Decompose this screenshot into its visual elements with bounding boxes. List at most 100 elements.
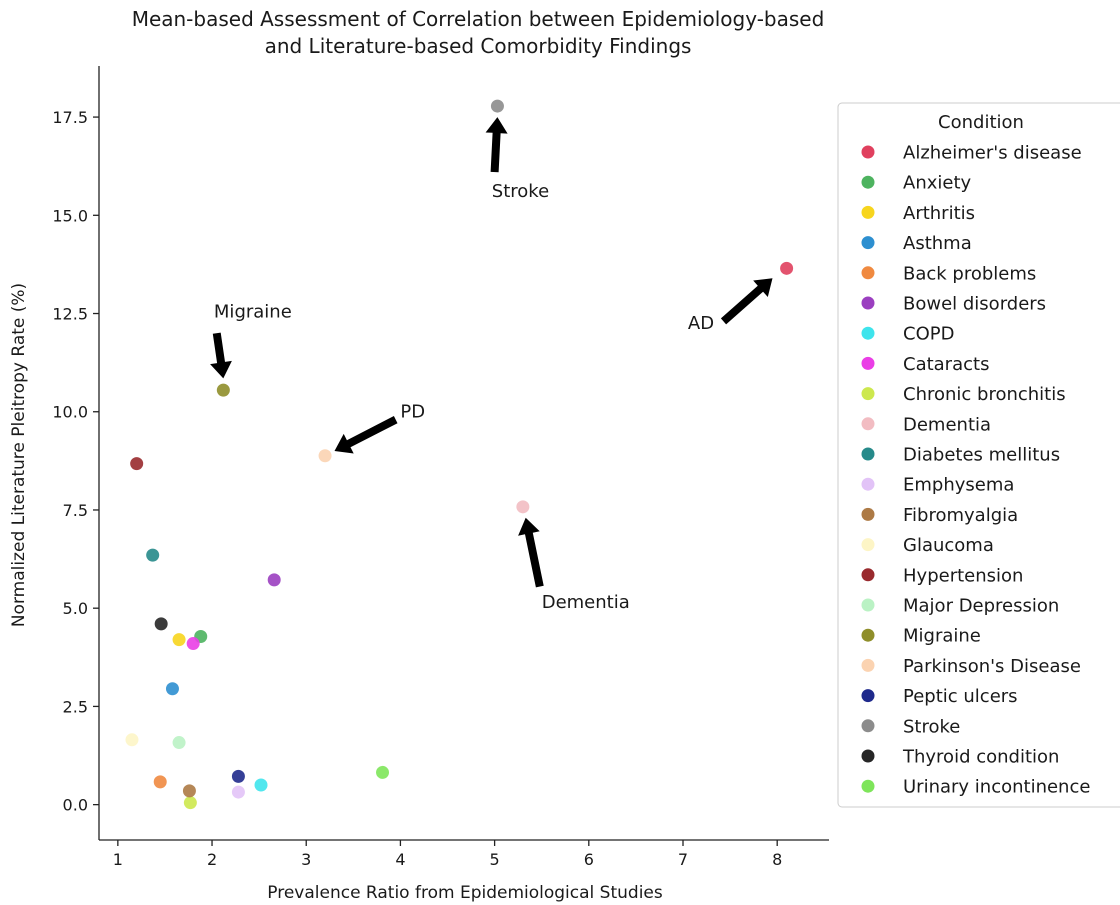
y-tick-label: 2.5 [63,697,88,716]
legend-item-diabetes-mellitus: Diabetes mellitus [861,445,1060,466]
legend-item-hypertension: Hypertension [861,565,1023,586]
legend-label: Anxiety [903,173,972,194]
point-diabetes-mellitus [146,548,160,562]
legend-marker [861,205,875,219]
legend-item-cataracts: Cataracts [861,354,989,375]
y-tick-label: 10.0 [52,403,88,422]
point-major-depression [172,736,186,750]
x-tick-label: 1 [113,850,123,869]
legend-item-parkinson-s-disease: Parkinson's Disease [861,656,1081,677]
legend-marker [861,417,875,431]
legend-label: Migraine [903,626,981,647]
legend-label: Major Depression [903,596,1059,617]
legend-marker [861,749,875,763]
x-tick-label: 6 [584,850,594,869]
legend-item-asthma: Asthma [861,233,972,254]
chart-title-line-1: Mean-based Assessment of Correlation bet… [132,7,825,31]
point-cataracts [186,637,200,651]
legend-marker [861,296,875,310]
point-fibromyalgia [182,784,196,798]
point-thyroid-condition [154,617,168,631]
legend: Condition Alzheimer's disease Anxiety Arth… [837,102,1120,808]
legend-marker [861,689,875,703]
legend-title: Condition [938,112,1024,133]
legend-label: Asthma [903,233,972,254]
annotation-dementia: Dementia [518,517,630,613]
legend-item-stroke: Stroke [861,716,960,737]
legend-marker [861,538,875,552]
legend-marker [861,568,875,582]
annotations: Stroke AD Migraine PD Dementia [210,117,773,613]
legend-marker [861,266,875,280]
legend-marker [861,658,875,672]
point-emphysema [231,785,245,799]
legend-marker [861,719,875,733]
legend-marker [861,145,875,159]
point-glaucoma [125,733,139,747]
x-tick-label: 7 [678,850,688,869]
y-tick-label: 5.0 [63,599,88,618]
legend-marker [861,326,875,340]
legend-item-peptic-ulcers: Peptic ulcers [861,686,1018,707]
legend-items: Alzheimer's disease Anxiety Arthritis Asthm… [861,143,1090,798]
legend-label: Stroke [903,716,960,737]
legend-label: Bowel disorders [903,294,1046,315]
annotation-ad: AD [688,278,773,334]
legend-label: Peptic ulcers [903,686,1018,707]
annotation-migraine: Migraine [210,301,292,379]
point-peptic-ulcers [231,769,245,783]
data-points [125,99,794,810]
legend-marker [861,477,875,491]
y-tick-label: 7.5 [63,501,88,520]
legend-item-major-depression: Major Depression [861,596,1059,617]
legend-marker [861,175,875,189]
legend-label: Cataracts [903,354,989,375]
legend-item-glaucoma: Glaucoma [861,535,994,556]
legend-item-back-problems: Back problems [861,263,1036,284]
legend-item-arthritis: Arthritis [861,203,975,224]
annotation-label-pd: PD [400,402,425,423]
legend-label: Urinary incontinence [903,777,1090,798]
x-tick-label: 8 [772,850,782,869]
chart-title-line-2: and Literature-based Comorbidity Finding… [265,34,692,58]
annotation-label-ad: AD [688,313,714,334]
legend-marker [861,507,875,521]
legend-marker [861,598,875,612]
point-urinary-incontinence [376,765,390,779]
y-tick-label: 15.0 [52,206,88,225]
legend-label: Fibromyalgia [903,505,1018,526]
annotation-arrow-ad [720,278,773,325]
point-copd [254,778,268,792]
point-asthma [165,682,179,696]
legend-label: Back problems [903,263,1036,284]
point-migraine [216,383,230,397]
legend-label: Glaucoma [903,535,994,556]
x-axis-label: Prevalence Ratio from Epidemiological St… [267,883,663,903]
point-arthritis [172,633,186,647]
legend-label: Chronic bronchitis [903,384,1066,405]
annotation-label-migraine: Migraine [214,301,292,322]
legend-label: Dementia [903,414,991,435]
chart-title: Mean-based Assessment of Correlation bet… [132,7,825,58]
annotation-arrow-dementia [518,517,544,588]
legend-label: Parkinson's Disease [903,656,1081,677]
legend-item-alzheimer-s-disease: Alzheimer's disease [861,143,1082,164]
legend-marker [861,779,875,793]
annotation-pd: PD [334,402,425,454]
annotation-arrow-migraine [210,332,232,379]
point-stroke [490,99,504,113]
annotation-arrow-stroke [485,117,508,173]
legend-item-emphysema: Emphysema [861,475,1014,496]
legend-marker [861,447,875,461]
y-tick-label: 0.0 [63,796,88,815]
x-tick-label: 4 [395,850,405,869]
legend-item-fibromyalgia: Fibromyalgia [861,505,1018,526]
legend-label: Alzheimer's disease [903,143,1082,164]
legend-label: Emphysema [903,475,1014,496]
legend-item-urinary-incontinence: Urinary incontinence [861,777,1090,798]
annotation-label-stroke: Stroke [492,181,549,202]
legend-label: COPD [903,324,954,345]
point-back-problems [153,775,167,789]
point-dementia [516,500,530,514]
legend-label: Diabetes mellitus [903,445,1060,466]
